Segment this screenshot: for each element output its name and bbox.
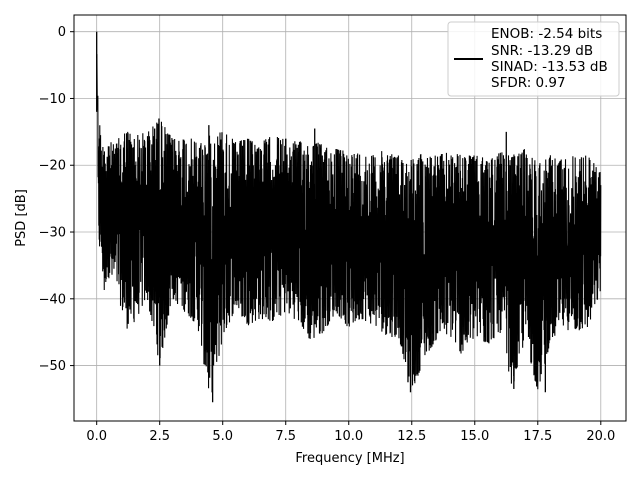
x-tick-label: 0.0: [86, 429, 107, 444]
x-tick-label: 12.5: [397, 429, 426, 444]
y-axis-label: PSD [dB]: [14, 189, 29, 247]
y-tick-label: −20: [39, 159, 66, 174]
x-tick-label: 7.5: [275, 429, 296, 444]
legend-box: [447, 21, 620, 97]
legend: ENOB: -2.54 bits SNR: -13.29 dB SINAD: -…: [447, 21, 620, 97]
series-group: [96, 31, 602, 403]
x-axis-ticks: 0.0 2.5 5.0 7.5 10.0 12.5 15.0 17.5 20.0: [86, 421, 615, 444]
legend-enob: ENOB: -2.54 bits: [491, 26, 602, 42]
x-tick-label: 20.0: [586, 429, 615, 444]
y-tick-label: −10: [39, 92, 66, 107]
legend-sfdr: SFDR: 0.97: [491, 75, 566, 91]
x-tick-label: 5.0: [212, 429, 233, 444]
y-tick-label: −50: [39, 359, 66, 374]
legend-sinad: SINAD: -13.53 dB: [491, 59, 608, 75]
y-tick-label: 0: [58, 25, 66, 40]
legend-snr: SNR: -13.29 dB: [491, 43, 593, 59]
psd-series-line: [96, 54, 602, 393]
y-axis-ticks: 0 −10 −20 −30 −40 −50: [39, 25, 74, 374]
x-tick-label: 2.5: [149, 429, 170, 444]
y-tick-label: −40: [39, 292, 66, 307]
x-tick-label: 15.0: [460, 429, 489, 444]
plot-frame: [73, 14, 627, 422]
x-tick-label: 17.5: [523, 429, 552, 444]
y-tick-label: −30: [39, 226, 66, 241]
x-tick-label: 10.0: [334, 429, 363, 444]
x-axis-label: Frequency [MHz]: [295, 451, 404, 466]
